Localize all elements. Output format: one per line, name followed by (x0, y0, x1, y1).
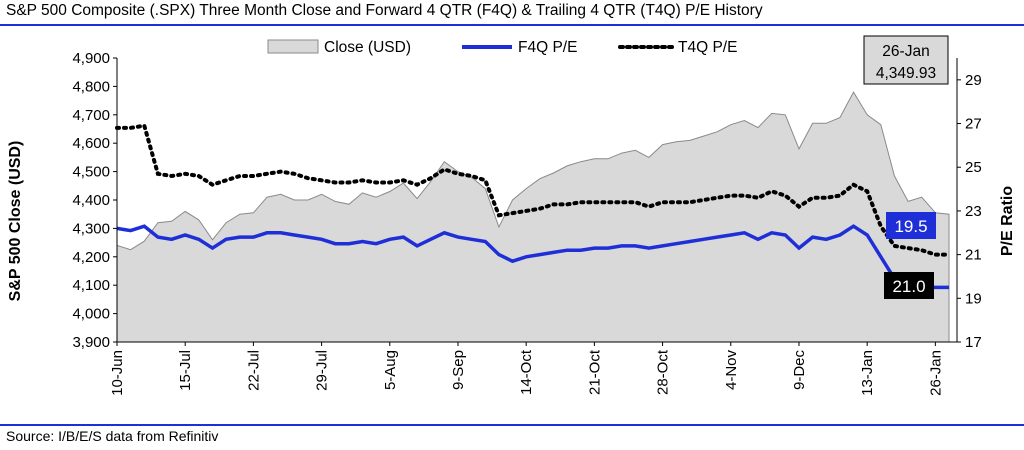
legend: Close (USD) F4Q P/E T4Q P/E (267, 39, 737, 56)
x-tick-label: 9-Sep (450, 350, 467, 390)
close-area (116, 91, 950, 343)
y-right-tick-label: 17 (965, 334, 982, 351)
legend-label-f4q: F4Q P/E (518, 39, 577, 56)
close-area-layer (116, 91, 950, 343)
legend-label-close: Close (USD) (324, 39, 411, 56)
y-left-tick-label: 4,600 (72, 135, 110, 152)
y-right-tick-label: 21 (965, 247, 982, 264)
legend-swatch-close (267, 39, 319, 54)
latest-close-box: 26-Jan 4,349.93 (863, 35, 949, 85)
y-right-tick-label: 23 (965, 203, 982, 220)
bottom-rule (0, 424, 1024, 426)
pe-lines-layer (115, 123, 951, 290)
t4q-last-callout-bg (884, 272, 934, 299)
y-left-tick-label: 4,300 (72, 220, 110, 237)
latest-close-box-bg (863, 35, 949, 85)
t4q-pe-line (115, 123, 951, 257)
x-tick-label: 5-Aug (382, 350, 399, 390)
y-left-tick-label: 4,900 (72, 50, 110, 67)
legend-label-t4q: T4Q P/E (678, 39, 737, 56)
f4q-pe-line (116, 224, 949, 290)
x-tick-label: 15-Jul (177, 350, 194, 391)
t4q-last-callout: 21.0 (884, 272, 934, 299)
y-left-tick-label: 4,200 (72, 249, 110, 266)
x-tick-label: 22-Jul (245, 350, 262, 391)
y-right-tick-label: 29 (965, 72, 982, 89)
y-axis-left-title: S&P 500 Close (USD) (7, 141, 24, 302)
x-tick-label: 21-Oct (586, 349, 603, 395)
f4q-last-callout: 19.5 (886, 212, 936, 239)
latest-close-value: 4,349.93 (876, 65, 936, 82)
source-note: Source: I/B/E/S data from Refinitiv (6, 428, 219, 444)
x-tick-label: 26-Jan (927, 350, 944, 396)
x-tick-label: 29-Jul (314, 350, 331, 391)
f4q-last-value: 19.5 (894, 217, 927, 236)
chart-title: S&P 500 Composite (.SPX) Three Month Clo… (6, 2, 763, 19)
y-right-tick-label: 27 (965, 116, 982, 133)
x-tick-label: 28-Oct (655, 349, 672, 395)
latest-close-date: 26-Jan (882, 43, 929, 60)
t4q-last-value: 21.0 (892, 277, 925, 296)
y-right-tick-label: 19 (965, 290, 982, 307)
y-left-tick-label: 4,000 (72, 306, 110, 323)
y-left-tick-label: 4,100 (72, 277, 110, 294)
x-tick-label: 13-Jan (859, 350, 876, 396)
y-right-tick-label: 25 (965, 159, 982, 176)
f4q-last-callout-bg (886, 212, 936, 239)
y-left-tick-label: 4,800 (72, 78, 110, 95)
chart: 3,900 4,000 4,100 4,200 4,300 4,400 4,500 4,600… (7, 35, 1016, 396)
x-tick-label: 4-Nov (723, 350, 740, 391)
x-tick-label: 14-Oct (518, 349, 535, 395)
x-tick-label: 9-Dec (791, 350, 808, 391)
y-left-tick-label: 4,400 (72, 192, 110, 209)
y-axis-right-title: P/E Ratio (999, 186, 1016, 256)
y-left-tick-label: 4,500 (72, 164, 110, 181)
top-rule (0, 24, 1024, 26)
axes-layer: 3,900 4,000 4,100 4,200 4,300 4,400 4,500 4,600… (72, 50, 981, 396)
y-left-tick-label: 4,700 (72, 107, 110, 124)
y-left-tick-label: 3,900 (72, 334, 110, 351)
x-tick-label: 10-Jun (109, 350, 126, 396)
